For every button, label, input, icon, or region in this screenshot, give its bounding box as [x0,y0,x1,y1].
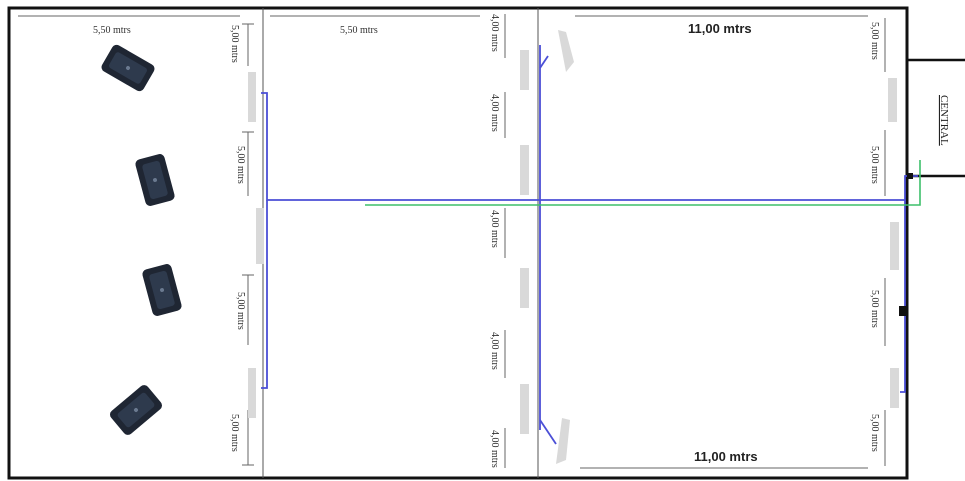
fixture [888,78,897,122]
central-label: CENTRAL [938,95,950,146]
dim-wall2-seg4: 4,00 mtrs [489,332,500,370]
fixture [558,30,574,72]
dim-wall1-seg2: 5,00 mtrs [235,146,246,184]
central-enclosure [907,58,965,178]
dim-room2-width: 5,50 mtrs [340,25,378,36]
dim-wall3-seg3: 5,00 mtrs [869,290,880,328]
fixture [556,418,570,464]
green-cable-run [365,160,921,206]
fixture [520,384,529,434]
building-outline [7,6,909,480]
dim-wall2-seg2: 4,00 mtrs [489,94,500,132]
fixture [890,368,899,408]
light-fixtures [248,30,899,464]
dim-room1-width: 5,50 mtrs [93,25,131,36]
camera-device-2 [135,154,175,206]
wall1-dimension-ticks [242,23,254,466]
dim-wall3-seg1: 5,00 mtrs [869,22,880,60]
fixture [248,368,256,418]
dim-wall1-seg1: 5,00 mtrs [229,25,240,63]
dim-room3-bottom: 11,00 mtrs [694,449,758,464]
fixture [520,268,529,308]
fixture [256,208,264,264]
dim-room3-top: 11,00 mtrs [688,21,752,36]
fixture [520,145,529,195]
dim-wall1-seg3: 5,00 mtrs [235,292,246,330]
camera-device-3 [142,264,182,316]
camera-device-1 [101,44,155,92]
fixture [248,72,256,122]
fixture [520,50,529,90]
fixture [890,222,899,270]
junction-box [907,173,913,179]
dim-wall2-seg1: 4,00 mtrs [489,14,500,52]
dim-wall3-seg2: 5,00 mtrs [869,146,880,184]
dim-wall1-seg4: 5,00 mtrs [229,414,240,452]
dim-wall3-seg4: 5,00 mtrs [869,414,880,452]
junction-box [899,306,906,316]
dim-wall2-seg5: 4,00 mtrs [489,430,500,468]
blue-cable-run [261,45,918,445]
camera-device-4 [110,385,162,435]
dim-wall2-seg3: 4,00 mtrs [489,210,500,248]
